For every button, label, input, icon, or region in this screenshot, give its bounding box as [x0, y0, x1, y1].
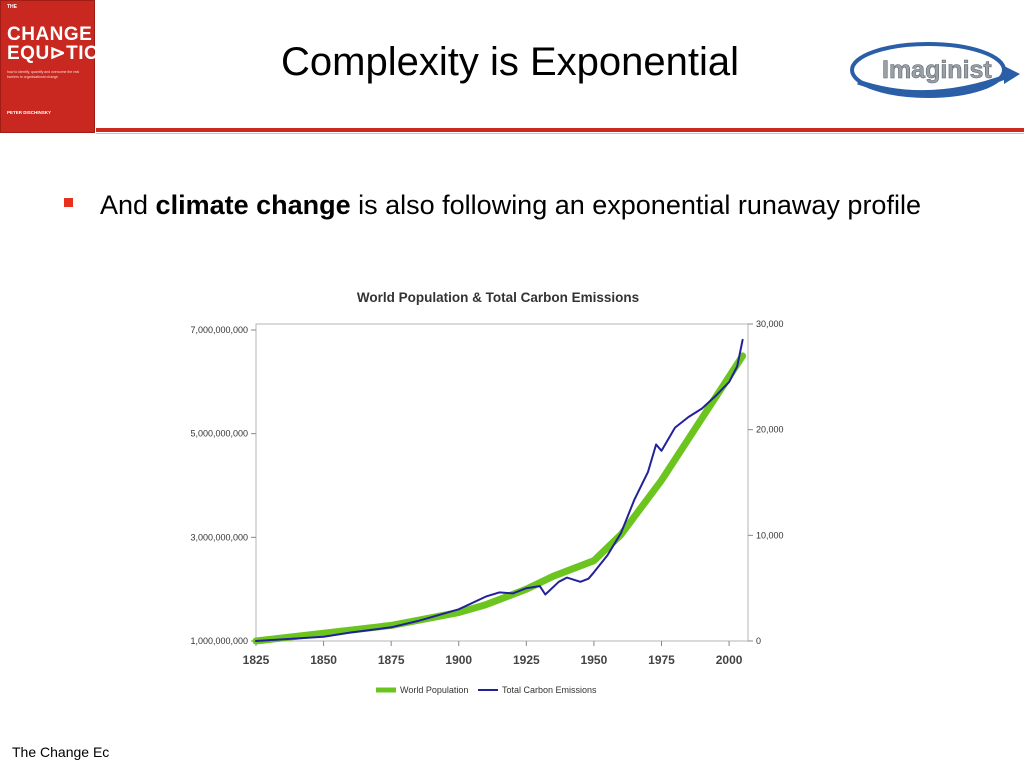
y-right-tick-label: 30,000: [756, 319, 784, 329]
imaginist-logo: Imaginist: [848, 36, 1024, 108]
plot-frame: [255, 323, 749, 642]
bullet-text: And climate change is also following an …: [100, 186, 970, 224]
x-tick-label: 1900: [445, 653, 472, 667]
header-divider: [96, 128, 1024, 132]
y-right-tick-label: 20,000: [756, 425, 784, 435]
y-left-tick-label: 7,000,000,000: [190, 325, 248, 335]
legend-label: World Population: [400, 685, 468, 695]
bullet-suffix: is also following an exponential runaway…: [350, 190, 921, 220]
chart-svg: World Population & Total Carbon Emission…: [190, 290, 784, 695]
y-right-tick-label: 0: [756, 636, 761, 646]
book-kicker: THE: [7, 4, 17, 10]
logo-text: Imaginist: [882, 56, 992, 84]
swoosh-arrow-logo-icon: Imaginist: [850, 42, 1020, 98]
y-right-tick-label: 10,000: [756, 530, 784, 540]
square-bullet-icon: [64, 198, 73, 207]
book-title-line2: EQU⊳TION: [7, 43, 114, 64]
x-tick-label: 1825: [243, 653, 270, 667]
chart-title: World Population & Total Carbon Emission…: [357, 290, 639, 305]
y-left-tick-label: 3,000,000,000: [190, 532, 248, 542]
book-author: PETER DISCHINSKY: [7, 110, 52, 115]
header-divider-shadow: [96, 133, 1024, 134]
x-tick-label: 1875: [378, 653, 405, 667]
population-emissions-chart: World Population & Total Carbon Emission…: [170, 282, 810, 702]
emissions-series-line: [255, 338, 744, 642]
book-title-line1: CHANGE: [7, 24, 93, 45]
x-tick-label: 1975: [648, 653, 675, 667]
bullet-prefix: And: [100, 190, 156, 220]
footer-text: The Change Ec: [12, 744, 110, 760]
x-tick-label: 2000: [716, 653, 743, 667]
bullet-bold: climate change: [155, 190, 351, 220]
x-tick-label: 1950: [581, 653, 608, 667]
y-left-tick-label: 5,000,000,000: [190, 429, 248, 439]
book-subtitle: how to identify, quantify and overcome t…: [7, 70, 80, 79]
legend-label: Total Carbon Emissions: [502, 685, 597, 695]
y-left-tick-label: 1,000,000,000: [190, 636, 248, 646]
x-tick-label: 1925: [513, 653, 540, 667]
population-series-line: [252, 352, 747, 645]
slide-title: Complexity is Exponential: [281, 40, 739, 84]
book-cover-image: THE CHANGE EQU⊳TION how to identify, qua…: [0, 0, 113, 133]
x-tick-label: 1850: [310, 653, 337, 667]
